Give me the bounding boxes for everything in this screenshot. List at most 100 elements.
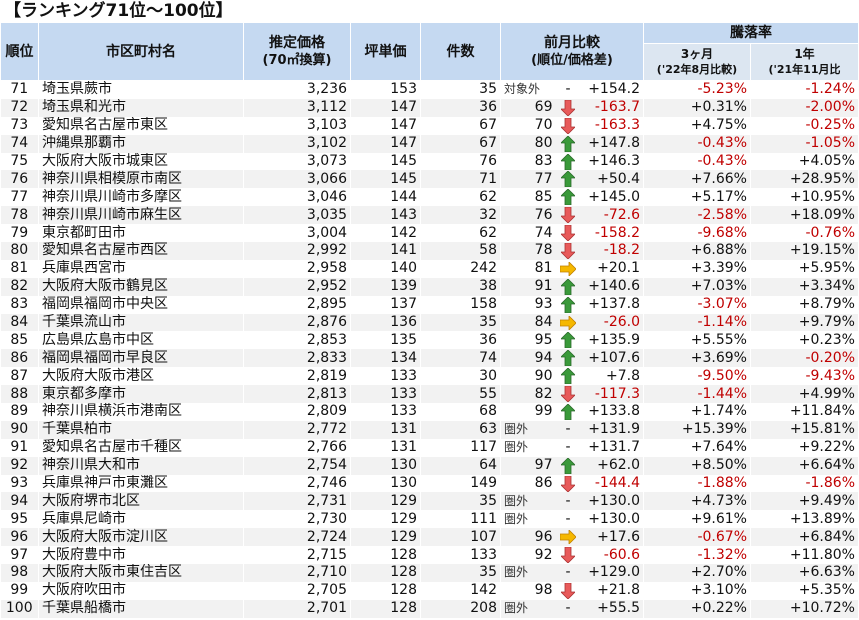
change-1y-cell: -1.24% bbox=[750, 80, 859, 99]
tsubo-cell: 142 bbox=[350, 224, 421, 243]
name-cell: 神奈川県大和市 bbox=[38, 456, 244, 475]
change-1y-cell: -2.00% bbox=[750, 98, 859, 117]
header-3m-label: 3ヶ月 bbox=[680, 47, 714, 61]
table-row: 90 千葉県柏市 2,772 131 63 圏外 - +131.9 +15.39% +15.81% bbox=[0, 420, 859, 439]
diff-cell: -144.4 bbox=[580, 474, 644, 493]
change-3m-cell: +7.66% bbox=[643, 170, 751, 189]
change-1y-cell: +28.95% bbox=[750, 170, 859, 189]
change-1y-cell: -9.43% bbox=[750, 367, 859, 386]
rank-cell: 94 bbox=[0, 492, 39, 511]
table-row: 98 大阪府大阪市東住吉区 2,710 128 35 圏外 - +129.0 +2.70% +6.… bbox=[0, 564, 859, 582]
price-cell: 2,876 bbox=[243, 313, 351, 332]
rank-cell: 97 bbox=[0, 546, 39, 565]
count-cell: 55 bbox=[420, 385, 501, 404]
prev-rank-cell: 80 bbox=[500, 134, 556, 153]
change-1y-cell: +5.95% bbox=[750, 259, 859, 278]
rank-cell: 86 bbox=[0, 349, 39, 368]
change-3m-cell: -0.43% bbox=[643, 134, 751, 153]
change-3m-cell: -1.14% bbox=[643, 313, 751, 332]
change-1y-cell: +8.79% bbox=[750, 295, 859, 314]
arrow-down-icon bbox=[555, 206, 581, 225]
table-row: 87 大阪府大阪市港区 2,819 133 30 90 +7.8 -9.50% -9.43% bbox=[0, 367, 859, 386]
count-cell: 62 bbox=[420, 224, 501, 243]
change-3m-cell: -0.67% bbox=[643, 528, 751, 547]
change-3m-cell: +2.70% bbox=[643, 564, 751, 582]
ranking-table: 順位 市区町村名 推定価格 (70㎡換算) 坪単価 件数 前月比較 (順位/価格差)… bbox=[0, 22, 859, 618]
change-1y-cell: +11.80% bbox=[750, 546, 859, 565]
rank-cell: 87 bbox=[0, 367, 39, 386]
prev-rank-cell: 91 bbox=[500, 277, 556, 296]
prev-rank-cell: 99 bbox=[534, 403, 553, 420]
table-row: 86 福岡県福岡市早良区 2,833 134 74 94 +107.6 +3.69% -0.20… bbox=[0, 349, 859, 368]
price-cell: 2,730 bbox=[243, 510, 351, 529]
arrow-up-icon bbox=[555, 134, 581, 153]
prev-rank-cell: 85 bbox=[534, 188, 553, 205]
diff-cell: -18.2 bbox=[580, 242, 644, 260]
tsubo-cell: 136 bbox=[350, 313, 421, 332]
table-row: 100 千葉県船橋市 2,701 128 208 圏外 - +55.5 +0.22% +10.72… bbox=[0, 599, 859, 618]
count-cell: 117 bbox=[420, 438, 501, 457]
prev-rank-cell: 77 bbox=[500, 170, 556, 189]
count-cell: 35 bbox=[420, 492, 501, 511]
prev-rank-cell: 81 bbox=[534, 260, 553, 277]
count-cell: 107 bbox=[420, 528, 501, 547]
diff-cell: +50.4 bbox=[580, 170, 644, 189]
header-1y: 1年 ('21年11月比 bbox=[750, 43, 859, 81]
tsubo-cell: 128 bbox=[350, 599, 421, 618]
change-1y-cell: +4.05% bbox=[750, 152, 859, 171]
name-cell: 神奈川県相模原市南区 bbox=[38, 170, 244, 189]
count-cell: 58 bbox=[420, 242, 501, 260]
change-3m-cell: -1.44% bbox=[643, 385, 751, 404]
header-count: 件数 bbox=[420, 22, 501, 81]
name-cell: 兵庫県神戸市東灘区 bbox=[38, 474, 244, 493]
count-cell: 36 bbox=[420, 98, 501, 117]
name-cell: 大阪府堺市北区 bbox=[38, 492, 244, 511]
arrow-down-icon bbox=[555, 98, 581, 117]
tsubo-cell: 133 bbox=[350, 367, 421, 386]
diff-cell: +21.8 bbox=[580, 581, 644, 600]
change-3m-cell: +7.03% bbox=[643, 277, 751, 296]
price-cell: 2,710 bbox=[243, 564, 351, 582]
tsubo-cell: 130 bbox=[350, 474, 421, 493]
change-3m-cell: -2.58% bbox=[643, 206, 751, 225]
table-row: 97 大阪府豊中市 2,715 128 133 92 -60.6 -1.32% +11.80% bbox=[0, 546, 859, 565]
prev-rank-cell: 対象外 bbox=[504, 82, 541, 97]
price-cell: 2,819 bbox=[243, 367, 351, 386]
change-3m-cell: +1.74% bbox=[643, 403, 751, 421]
name-cell: 神奈川県川崎市多摩区 bbox=[38, 188, 244, 207]
count-cell: 62 bbox=[420, 188, 501, 207]
tsubo-cell: 128 bbox=[350, 581, 421, 600]
tsubo-cell: 133 bbox=[350, 385, 421, 404]
prev-rank-cell: 圏外 bbox=[500, 564, 556, 582]
table-row: 82 大阪府大阪市鶴見区 2,952 139 38 91 +140.6 +7.03% +3.34… bbox=[0, 277, 859, 296]
change-3m-cell: -1.32% bbox=[643, 546, 751, 565]
price-cell: 2,772 bbox=[243, 420, 351, 439]
table-row: 94 大阪府堺市北区 2,731 129 35 圏外 - +130.0 +4.73% +9.49% bbox=[0, 492, 859, 511]
diff-cell: +146.3 bbox=[580, 152, 644, 171]
tsubo-cell: 141 bbox=[350, 242, 421, 260]
count-cell: 67 bbox=[420, 134, 501, 153]
no-change-dash: - bbox=[555, 564, 581, 582]
prev-rank-cell: 84 bbox=[500, 313, 556, 332]
change-3m-cell: +3.39% bbox=[643, 259, 751, 278]
table-row: 84 千葉県流山市 2,876 136 35 84 -26.0 -1.14% +9.79% bbox=[0, 313, 859, 332]
count-cell: 63 bbox=[420, 420, 501, 439]
change-3m-cell: -1.88% bbox=[643, 474, 751, 493]
diff-cell: +55.5 bbox=[580, 599, 644, 618]
prev-rank-cell: 82 bbox=[500, 385, 556, 404]
header-prev-label: 前月比較 bbox=[544, 34, 600, 51]
change-1y-cell: +9.79% bbox=[750, 313, 859, 332]
tsubo-cell: 144 bbox=[350, 188, 421, 207]
diff-cell: +20.1 bbox=[580, 259, 644, 278]
tsubo-cell: 135 bbox=[350, 331, 421, 350]
tsubo-cell: 143 bbox=[350, 206, 421, 225]
arrow-up-icon bbox=[556, 153, 581, 171]
name-cell: 沖縄県那覇市 bbox=[38, 134, 244, 153]
table-row: 99 大阪府吹田市 2,705 128 142 98 +21.8 +3.10% +5.35% bbox=[0, 581, 859, 600]
prev-rank-cell: 96 bbox=[500, 528, 556, 547]
header-price-sub: (70㎡換算) bbox=[262, 52, 332, 68]
rank-cell: 78 bbox=[0, 206, 39, 225]
arrow-up-icon bbox=[556, 403, 581, 421]
rank-cell: 100 bbox=[0, 599, 39, 618]
tsubo-cell: 128 bbox=[350, 564, 421, 582]
